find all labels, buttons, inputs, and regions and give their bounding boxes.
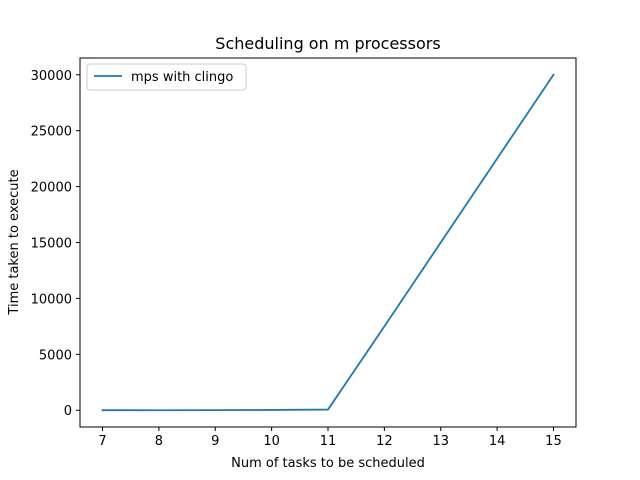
x-tick-label-14: 14	[489, 434, 506, 449]
x-tick-label-8: 8	[155, 434, 163, 449]
series-layer	[101, 73, 555, 412]
y-tick-label-20000: 20000	[31, 181, 72, 196]
legend-label-mps-with-clingo: mps with clingo	[131, 70, 233, 85]
x-tick-label-9: 9	[211, 434, 219, 449]
y-tick-label-15000: 15000	[31, 237, 72, 252]
x-tick-label-13: 13	[432, 434, 449, 449]
y-tick-label-0: 0	[64, 404, 72, 419]
y-axis: 0 5000 10000 15000 20000 25000 30000	[31, 69, 80, 419]
x-axis: 7 8 9 10 11 12 13 14 15	[98, 427, 562, 449]
legend-box	[86, 63, 247, 91]
series-line-0	[101, 73, 555, 412]
x-tick-label-15: 15	[545, 434, 562, 449]
y-tick-label-30000: 30000	[31, 69, 72, 84]
y-axis-title: Time taken to execute	[7, 169, 22, 315]
x-tick-label-7: 7	[98, 434, 106, 449]
x-axis-title: Num of tasks to be scheduled	[231, 456, 425, 471]
x-tick-label-10: 10	[263, 434, 280, 449]
y-tick-label-10000: 10000	[31, 292, 72, 307]
x-tick-label-11: 11	[320, 434, 337, 449]
chart-title: Scheduling on m processors	[215, 34, 440, 53]
y-tick-label-5000: 5000	[39, 348, 72, 363]
x-tick-label-12: 12	[376, 434, 393, 449]
legend: mps with clingo	[86, 63, 247, 91]
y-tick-label-25000: 25000	[31, 125, 72, 140]
